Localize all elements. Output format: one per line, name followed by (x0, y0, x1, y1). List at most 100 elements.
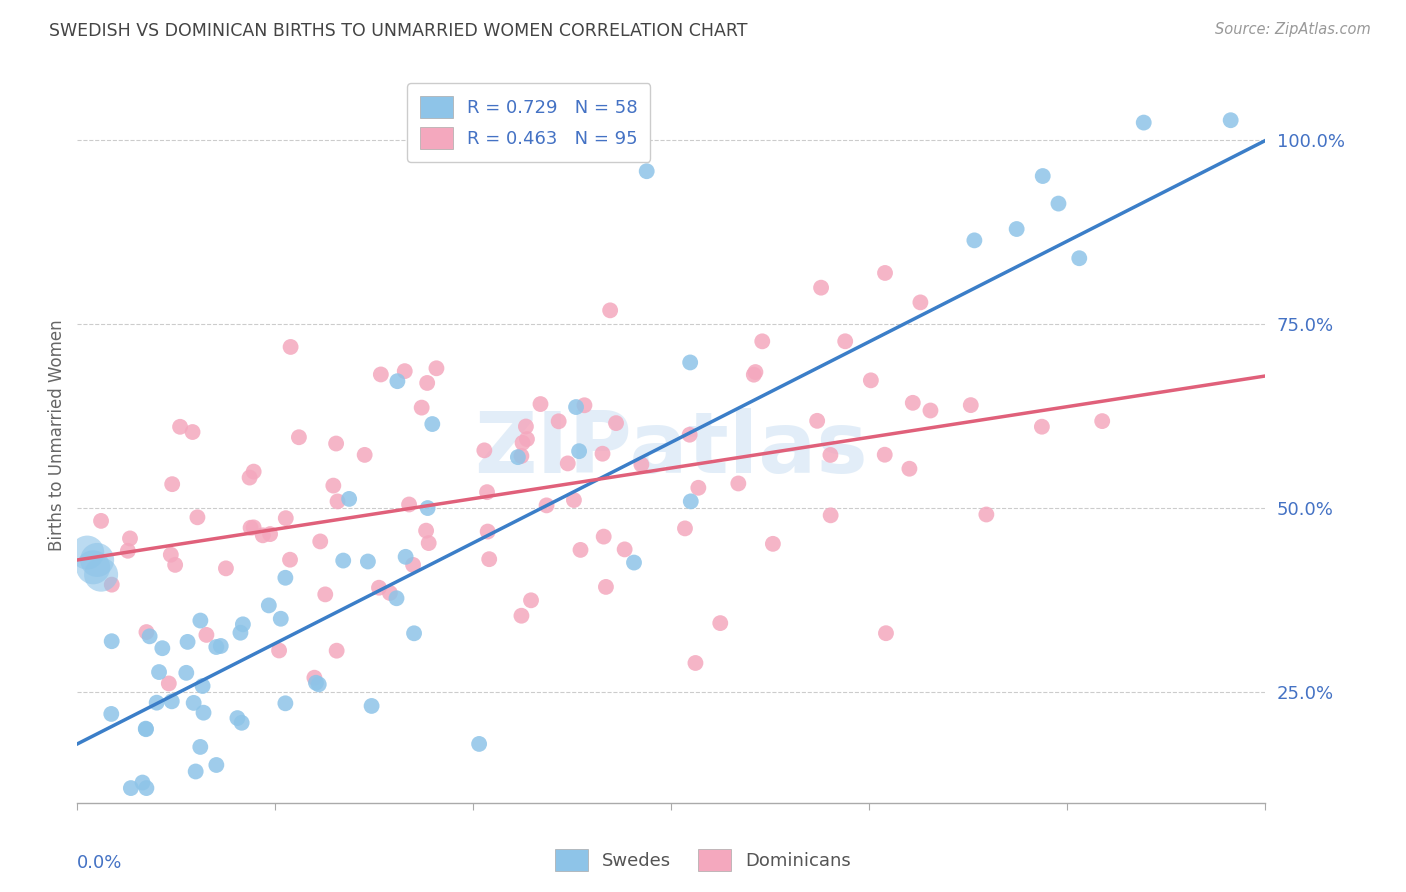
Point (557, 457, 579, 471)
Point (415, 524, 437, 538)
Point (512, 435, 534, 450)
Point (506, 450, 529, 464)
Point (820, 508, 842, 523)
Point (205, 640, 228, 654)
Point (186, 510, 208, 524)
Point (1031, 419, 1053, 434)
Point (387, 374, 409, 388)
Point (873, 448, 896, 462)
Point (751, 334, 773, 349)
Point (592, 447, 614, 461)
Point (762, 537, 785, 551)
Point (259, 527, 281, 541)
Point (242, 465, 264, 479)
Point (252, 528, 274, 542)
Point (859, 373, 882, 387)
Point (959, 398, 981, 412)
Text: ZIPatlas: ZIPatlas (474, 408, 869, 491)
Point (326, 494, 349, 508)
Point (810, 280, 832, 294)
Point (184, 764, 207, 779)
Point (280, 340, 302, 354)
Point (565, 400, 588, 414)
Point (82, 560, 104, 574)
Text: SWEDISH VS DOMINICAN BIRTHS TO UNMARRIED WOMEN CORRELATION CHART: SWEDISH VS DOMINICAN BIRTHS TO UNMARRIED… (49, 22, 748, 40)
Point (520, 593, 543, 607)
Point (605, 416, 627, 430)
Point (232, 617, 254, 632)
Point (963, 233, 986, 247)
Point (353, 448, 375, 462)
Point (231, 715, 253, 730)
Point (402, 558, 425, 572)
Point (920, 403, 942, 417)
Point (613, 542, 636, 557)
Point (226, 711, 249, 725)
Point (159, 548, 181, 562)
Point (269, 643, 291, 657)
Point (976, 508, 998, 522)
Point (357, 554, 380, 568)
Point (135, 625, 157, 640)
Point (568, 444, 591, 458)
Point (418, 536, 440, 550)
Point (160, 477, 183, 491)
Point (131, 775, 153, 789)
Point (385, 591, 408, 606)
Point (242, 520, 264, 534)
Point (510, 449, 533, 463)
Point (135, 781, 157, 796)
Point (181, 425, 204, 439)
Point (117, 543, 139, 558)
Point (378, 586, 401, 600)
Point (118, 532, 141, 546)
Point (370, 368, 392, 382)
Point (475, 485, 498, 500)
Point (270, 612, 292, 626)
Point (135, 722, 157, 736)
Point (636, 164, 658, 178)
Point (165, 558, 187, 572)
Point (309, 534, 332, 549)
Point (90, 514, 112, 528)
Point (834, 334, 856, 349)
Point (322, 478, 344, 492)
Point (1069, 251, 1091, 265)
Point (420, 417, 443, 431)
Point (472, 443, 495, 458)
Point (239, 470, 262, 484)
Point (592, 530, 614, 544)
Point (806, 414, 828, 428)
Point (1005, 222, 1028, 236)
Point (394, 549, 416, 564)
Point (398, 498, 420, 512)
Point (1219, 113, 1241, 128)
Point (875, 626, 897, 640)
Point (910, 295, 932, 310)
Point (169, 419, 191, 434)
Point (304, 671, 326, 685)
Point (416, 501, 439, 516)
Text: Source: ZipAtlas.com: Source: ZipAtlas.com (1215, 22, 1371, 37)
Point (135, 723, 157, 737)
Point (274, 571, 297, 585)
Point (190, 614, 212, 628)
Point (100, 577, 122, 591)
Point (516, 432, 538, 446)
Point (425, 361, 447, 376)
Point (402, 626, 425, 640)
Point (536, 499, 558, 513)
Point (679, 427, 702, 442)
Legend: R = 0.729   N = 58, R = 0.463   N = 95: R = 0.729 N = 58, R = 0.463 N = 95 (408, 83, 650, 161)
Point (679, 494, 702, 508)
Point (1132, 115, 1154, 129)
Point (685, 656, 707, 670)
Point (673, 521, 696, 535)
Point (742, 368, 765, 382)
Point (274, 511, 297, 525)
Text: 0.0%: 0.0% (77, 855, 122, 872)
Point (174, 665, 197, 680)
Point (325, 436, 347, 450)
Point (150, 641, 173, 656)
Point (193, 706, 215, 720)
